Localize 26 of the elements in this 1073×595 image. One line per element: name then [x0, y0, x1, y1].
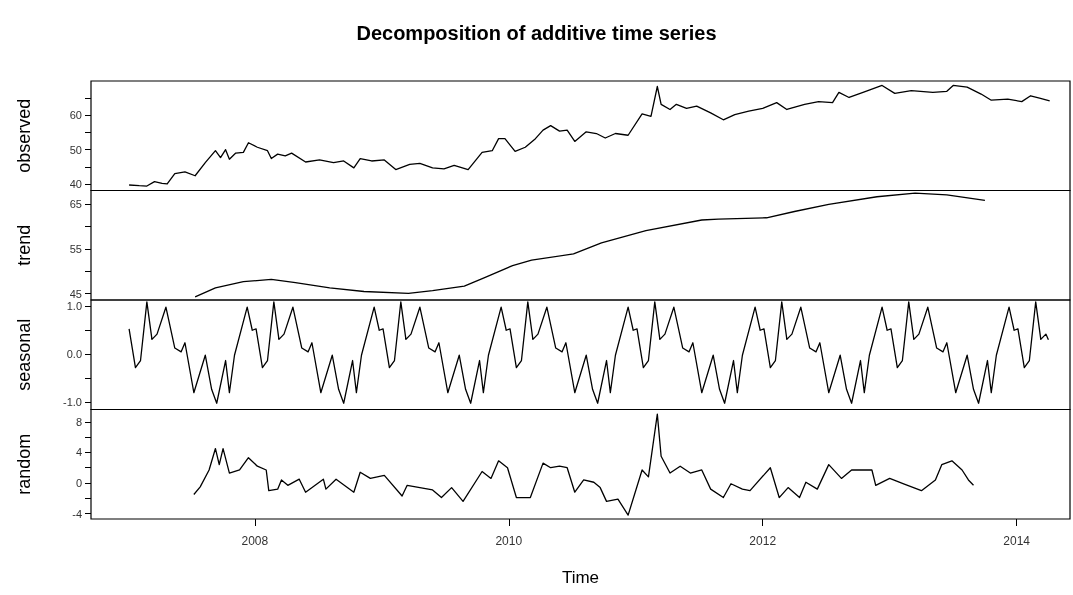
y-tick-label: 60 — [69, 109, 82, 122]
y-axis-title: trend — [14, 224, 34, 266]
y-tick-label: 40 — [69, 177, 82, 190]
y-tick-label: 0 — [75, 477, 82, 490]
y-tick-label: 0.0 — [66, 348, 82, 361]
y-tick-label: 8 — [75, 415, 82, 428]
y-tick-label: -4 — [72, 507, 82, 520]
y-axis-title: random — [14, 433, 34, 495]
y-tick-label: 4 — [75, 446, 82, 459]
x-tick-label: 2012 — [749, 534, 777, 548]
y-tick-label: 45 — [69, 287, 82, 300]
line-series — [194, 192, 986, 298]
y-tick-label: 55 — [69, 243, 82, 256]
x-tick-label: 2010 — [495, 534, 523, 548]
y-tick-label: -1.0 — [63, 396, 82, 409]
x-tick-label: 2014 — [1003, 534, 1031, 548]
x-axis-title: Time — [561, 568, 600, 587]
x-tick-label: 2008 — [241, 534, 269, 548]
y-axis-title: seasonal — [14, 318, 34, 391]
line-series — [193, 413, 975, 516]
line-series — [128, 84, 1051, 187]
chart-title: Decomposition of additive time series — [356, 22, 717, 44]
y-axis-title: observed — [14, 98, 34, 173]
y-tick-label: 65 — [69, 198, 82, 211]
y-tick-label: 50 — [69, 143, 82, 156]
y-tick-label: 1.0 — [66, 300, 82, 313]
